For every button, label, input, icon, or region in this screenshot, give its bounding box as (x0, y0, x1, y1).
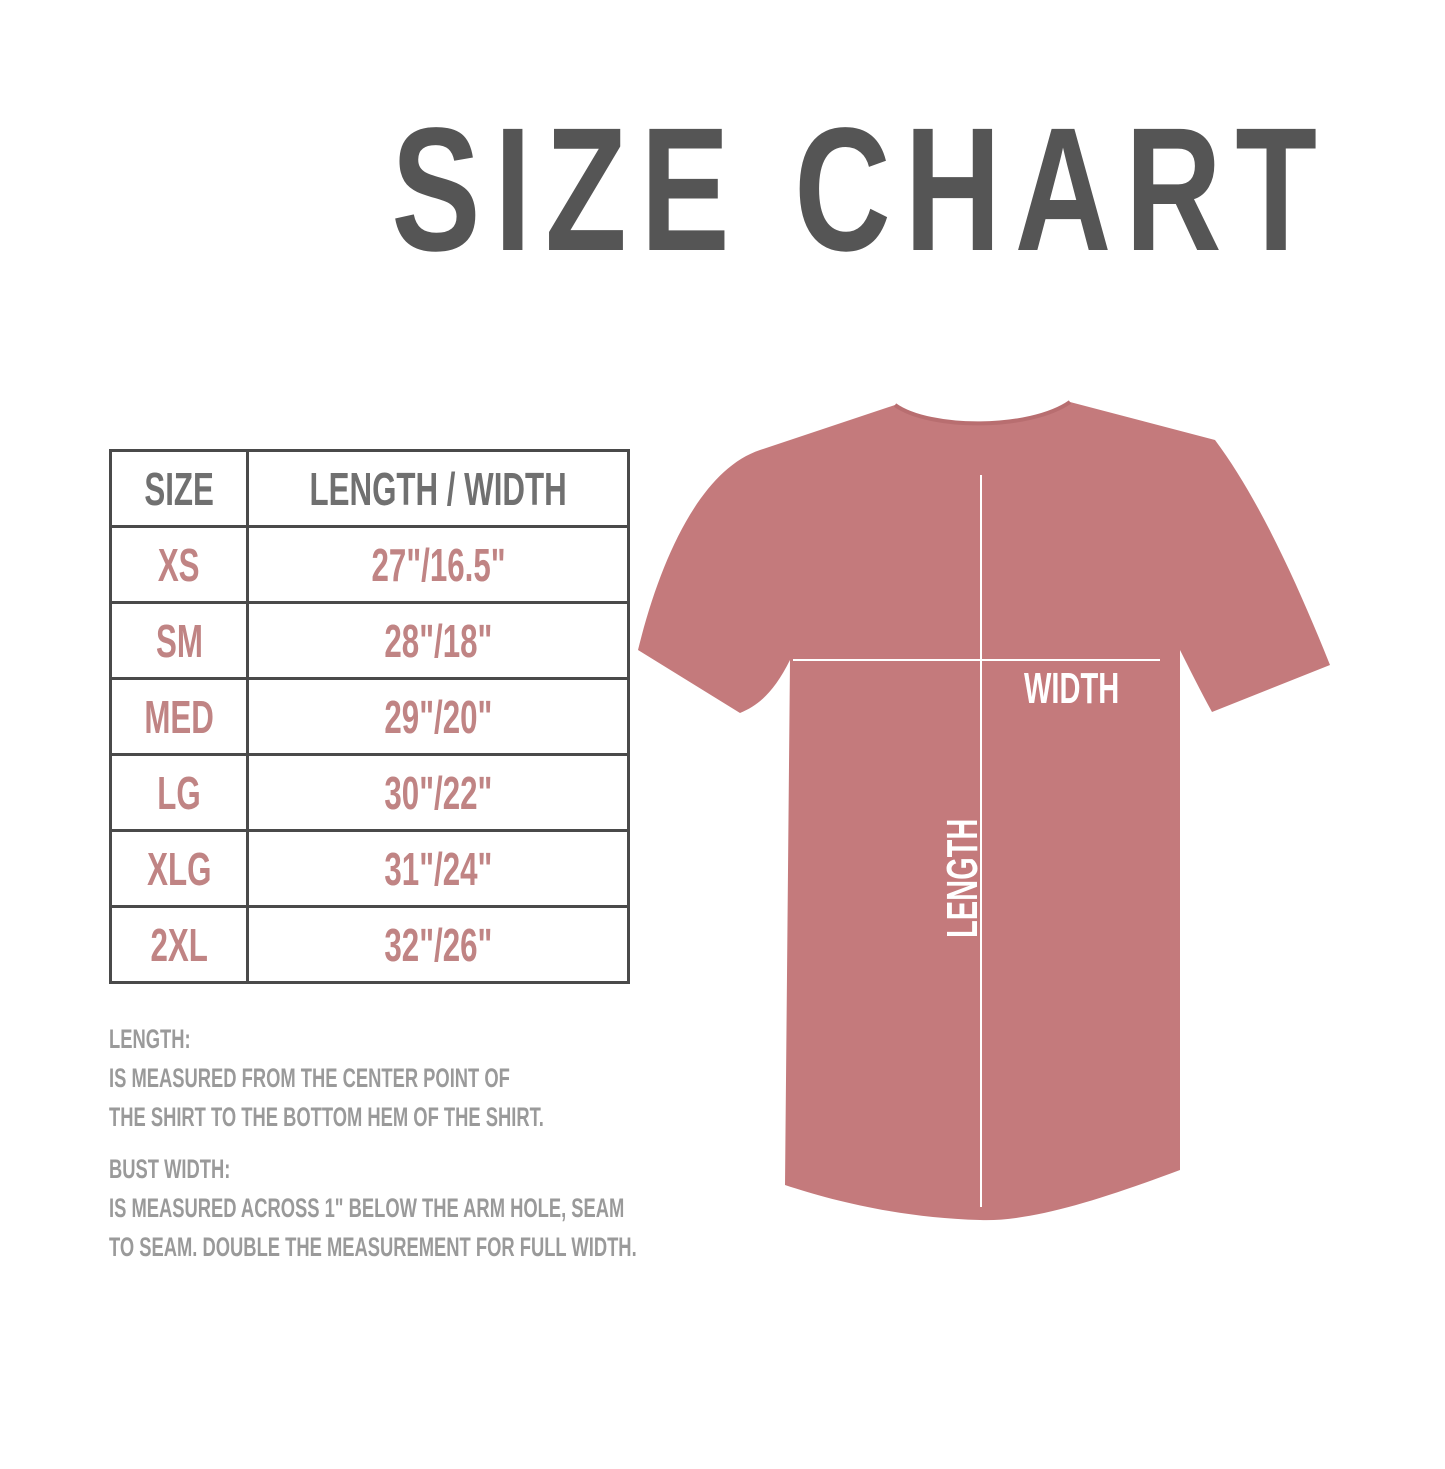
measure-cell: 32"/26" (245, 905, 631, 984)
measure-text: 31"/24" (384, 842, 493, 895)
length-label-text: LENGTH (938, 818, 987, 938)
width-note-heading: BUST WIDTH: (109, 1154, 231, 1184)
size-text: SM (155, 614, 203, 667)
header-size-text: SIZE (144, 462, 214, 515)
tshirt-shape (638, 402, 1330, 1221)
measure-cell: 30"/22" (245, 753, 631, 832)
size-cell: LG (109, 753, 249, 832)
table-row: XLG 31"/24" (109, 829, 631, 908)
size-cell: XLG (109, 829, 249, 908)
size-text: MED (144, 690, 214, 743)
length-note-heading: LENGTH: (109, 1024, 191, 1054)
size-cell: SM (109, 601, 249, 680)
page-title: SIZE CHART (363, 102, 1317, 278)
measure-cell: 31"/24" (245, 829, 631, 908)
width-note-line: IS MEASURED ACROSS 1" BELOW THE ARM HOLE… (109, 1193, 625, 1223)
length-note-line: IS MEASURED FROM THE CENTER POINT OF (109, 1063, 510, 1093)
table-row: SM 28"/18" (109, 601, 631, 680)
table-row: MED 29"/20" (109, 677, 631, 756)
width-label-text: WIDTH (1024, 664, 1120, 713)
size-text: LG (157, 766, 201, 819)
width-label: WIDTH (1024, 664, 1168, 714)
size-cell: 2XL (109, 905, 249, 984)
header-length-width-text: LENGTH / WIDTH (309, 462, 567, 515)
size-text: 2XL (150, 918, 208, 971)
size-table: SIZE LENGTH / WIDTH XS 27"/16.5" SM 28"/… (109, 449, 631, 984)
width-note-line: TO SEAM. DOUBLE THE MEASUREMENT FOR FULL… (109, 1232, 637, 1262)
measure-text: 30"/22" (384, 766, 493, 819)
header-size: SIZE (109, 449, 249, 528)
size-text: XS (158, 538, 200, 591)
measure-cell: 29"/20" (245, 677, 631, 756)
size-cell: XS (109, 525, 249, 604)
table-row: XS 27"/16.5" (109, 525, 631, 604)
length-note-line: THE SHIRT TO THE BOTTOM HEM OF THE SHIRT… (109, 1102, 544, 1132)
measure-cell: 28"/18" (245, 601, 631, 680)
width-note: BUST WIDTH: IS MEASURED ACROSS 1" BELOW … (109, 1150, 885, 1267)
measure-text: 27"/16.5" (371, 538, 506, 591)
measure-cell: 27"/16.5" (245, 525, 631, 604)
length-note: LENGTH: IS MEASURED FROM THE CENTER POIN… (109, 1020, 749, 1137)
collar (893, 400, 1072, 426)
measure-text: 32"/26" (384, 918, 493, 971)
size-text: XLG (146, 842, 212, 895)
header-length-width: LENGTH / WIDTH (245, 449, 631, 528)
size-cell: MED (109, 677, 249, 756)
measure-text: 28"/18" (384, 614, 493, 667)
length-label: LENGTH (938, 757, 988, 938)
page-title-text: SIZE CHART (391, 92, 1331, 288)
table-header-row: SIZE LENGTH / WIDTH (109, 449, 631, 528)
measure-text: 29"/20" (384, 690, 493, 743)
table-row: 2XL 32"/26" (109, 905, 631, 984)
table-row: LG 30"/22" (109, 753, 631, 832)
